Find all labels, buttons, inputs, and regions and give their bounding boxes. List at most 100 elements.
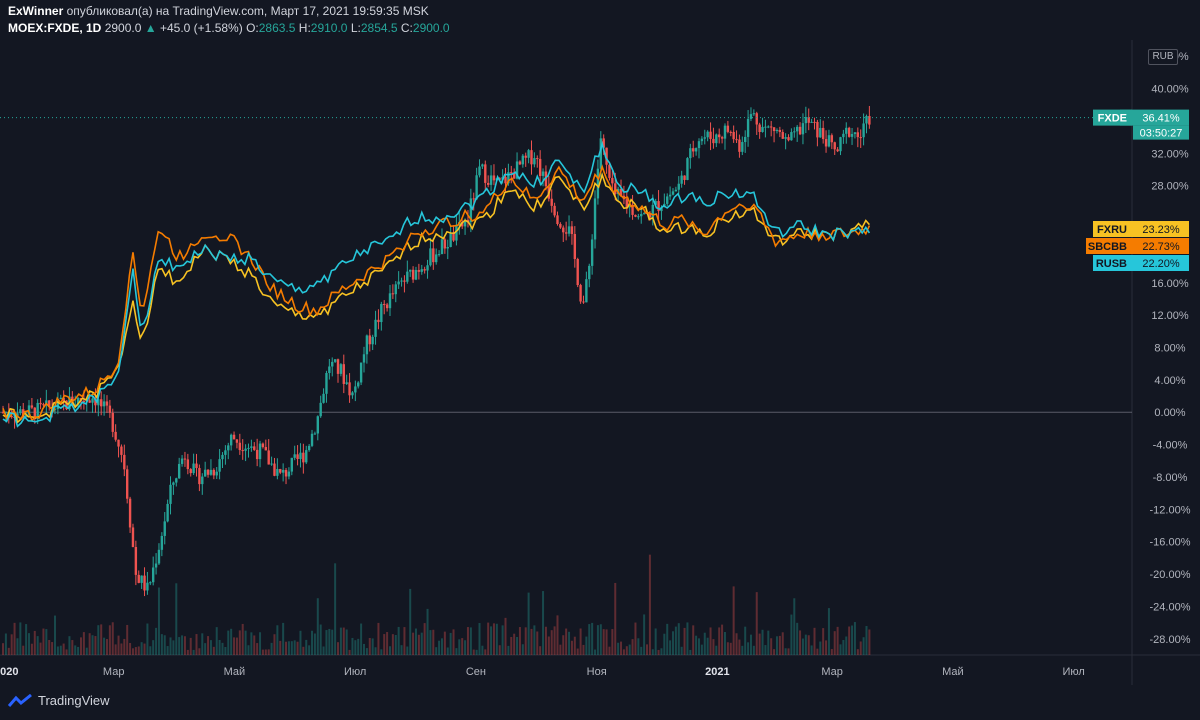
candle-body <box>328 366 331 374</box>
volume-bar <box>764 645 767 655</box>
candle-body <box>790 132 793 141</box>
volume-bar <box>625 646 628 655</box>
y-tick-label: 8.00% <box>1154 343 1185 355</box>
volume-bar <box>420 632 423 655</box>
volume-bar <box>455 648 458 655</box>
series-name-badge: RUSB <box>1096 258 1127 270</box>
candle-body <box>437 254 441 256</box>
volume-bar <box>865 626 868 655</box>
candle-body <box>862 123 865 138</box>
volume-bar <box>813 627 816 655</box>
volume-bar <box>105 639 108 655</box>
candle-body <box>411 269 415 280</box>
x-tick-label: 2020 <box>0 666 18 678</box>
candle-body <box>250 446 253 448</box>
candle-body <box>449 232 452 247</box>
candle-body <box>657 201 660 212</box>
candle-body <box>798 126 802 135</box>
volume-bar <box>62 643 65 655</box>
volume-bar <box>608 646 611 655</box>
candle-body <box>824 139 828 147</box>
symbol-label[interactable]: MOEX:FXDE, 1D <box>8 21 102 35</box>
candle-body <box>284 469 288 477</box>
volume-bar <box>152 640 155 655</box>
candle-body <box>91 398 94 403</box>
volume-bar <box>426 608 429 655</box>
candle-body <box>247 447 250 449</box>
candle-body <box>56 398 60 409</box>
volume-bar <box>331 629 334 655</box>
candle-body <box>359 362 363 383</box>
y-tick-label: 32.00% <box>1151 148 1189 160</box>
tradingview-logo[interactable]: TradingView <box>8 693 110 708</box>
candle-body <box>579 285 582 302</box>
candle-body <box>123 454 126 470</box>
volume-bar <box>856 649 859 655</box>
volume-bar <box>585 636 588 655</box>
series-line-sbcbb <box>2 164 871 422</box>
volume-bar <box>810 645 813 655</box>
candle-body <box>631 204 634 215</box>
volume-bar <box>244 630 247 655</box>
volume-bar <box>758 633 761 655</box>
candle-body <box>868 115 871 125</box>
close-value: 2900.0 <box>412 21 450 35</box>
candle-body <box>232 434 236 440</box>
candle-body <box>394 284 397 295</box>
volume-bar <box>233 637 236 655</box>
volume-bar <box>339 627 342 655</box>
volume-bar <box>94 636 97 655</box>
volume-bar <box>368 637 371 655</box>
volume-bar <box>634 622 637 655</box>
candle-body <box>120 446 123 455</box>
candle-body <box>348 382 351 396</box>
open-value: 2863.5 <box>258 21 296 35</box>
volume-bar <box>175 583 178 655</box>
candle-body <box>634 214 637 217</box>
candle-body <box>718 134 721 138</box>
volume-bar <box>380 649 383 655</box>
author-name[interactable]: ExWinner <box>8 4 64 18</box>
volume-bar <box>851 625 854 655</box>
volume-bar <box>163 635 166 655</box>
volume-bar <box>839 644 842 655</box>
candle-body <box>466 219 470 223</box>
volume-bar <box>602 629 605 655</box>
volume-bar <box>261 649 264 655</box>
volume-bar <box>544 626 547 655</box>
candle-body <box>715 134 718 144</box>
volume-bar <box>640 646 643 655</box>
x-tick-label: Июл <box>344 666 366 678</box>
series-value-badge-box <box>1133 255 1189 271</box>
volume-bar <box>738 639 741 655</box>
volume-bar <box>799 630 802 655</box>
volume-bar <box>313 633 316 655</box>
candle-body <box>302 452 305 463</box>
volume-bar <box>365 648 368 655</box>
candle-body <box>117 439 120 447</box>
candle-body <box>637 216 640 218</box>
candle-body <box>856 132 860 138</box>
volume-bar <box>599 624 602 655</box>
volume-bar <box>573 636 576 655</box>
candle-body <box>668 194 672 197</box>
y-tick-label: 4.00% <box>1154 375 1185 387</box>
volume-bar <box>59 645 62 655</box>
volume-bar <box>56 646 59 655</box>
candle-body <box>758 124 761 133</box>
volume-bar <box>723 631 726 655</box>
candle-body <box>397 281 400 285</box>
volume-bar <box>409 588 412 655</box>
volume-bar <box>383 634 386 655</box>
volume-bar <box>126 624 129 655</box>
volume-bar <box>472 649 475 655</box>
candle-body <box>290 457 294 472</box>
volume-bar <box>7 647 10 655</box>
volume-bar <box>189 637 192 655</box>
candle-body <box>333 359 337 362</box>
currency-badge[interactable]: RUB <box>1148 49 1178 65</box>
candle-body <box>154 563 158 568</box>
volume-bar <box>729 642 732 655</box>
volume-bar <box>666 623 669 655</box>
